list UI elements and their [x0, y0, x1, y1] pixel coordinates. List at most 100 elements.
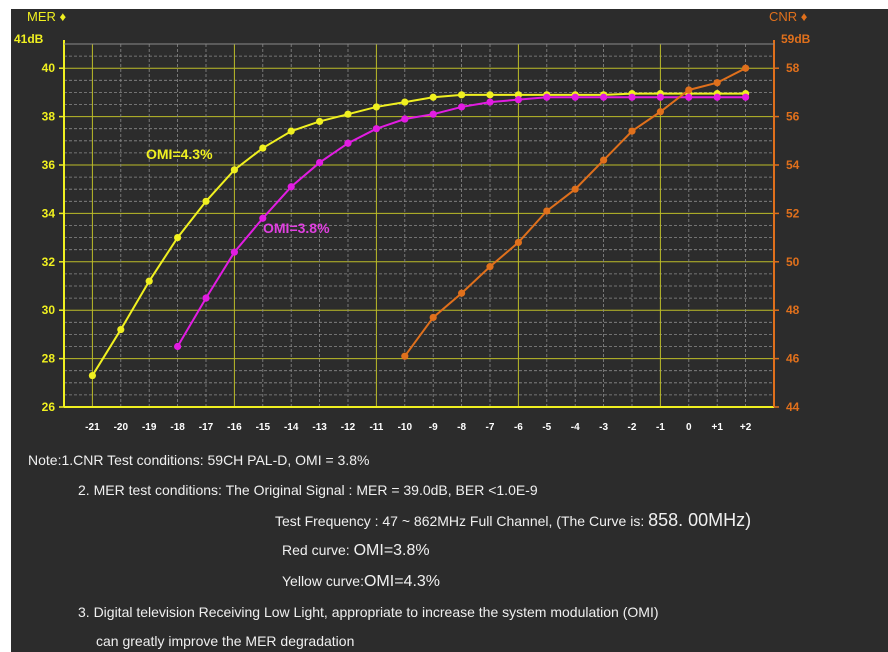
x-tick-label: +2	[740, 422, 752, 433]
series-point-1	[202, 294, 210, 302]
x-tick-label: -7	[486, 422, 495, 433]
series-point-1	[316, 158, 324, 167]
series-point-1	[742, 93, 750, 101]
right-tick-label: 52	[786, 206, 800, 220]
left-tick-label: 32	[42, 255, 56, 269]
x-tick-label: -21	[85, 422, 100, 433]
grid	[64, 44, 774, 407]
x-tick-label: -9	[429, 422, 438, 433]
series-point-0	[287, 127, 295, 135]
x-tick-label: -1	[656, 422, 665, 433]
note-line-5-value: OMI=4.3%	[363, 573, 441, 590]
series-point-2	[600, 156, 608, 164]
series-point-2	[685, 86, 693, 94]
series-point-1	[486, 98, 494, 106]
left-tick-label: 30	[42, 303, 56, 317]
note-line-1: Note:1.CNR Test conditions: 59CH PAL-D, …	[28, 452, 370, 468]
series-point-1	[230, 248, 238, 256]
cnr-axis-title: CNR ♦	[769, 9, 808, 24]
x-tick-label: -5	[542, 422, 551, 433]
left-tick-label: 28	[42, 352, 56, 366]
series-point-1	[429, 110, 437, 118]
series-point-1	[287, 183, 295, 191]
mer-axis-title: MER ♦	[27, 9, 67, 24]
note-line-4-label: Red curve:	[282, 542, 354, 558]
series-point-0	[372, 103, 380, 111]
x-tick-label: -2	[628, 422, 637, 433]
x-tick-label: +1	[711, 422, 723, 433]
label-omi-3-8: OMI=3.8%	[263, 220, 330, 236]
note-line-3-text: Test Frequency : 47 ~ 862MHz Full Channe…	[275, 513, 649, 529]
series-point-2	[656, 108, 665, 116]
x-tick-label: -10	[398, 422, 413, 433]
x-tick-label: -3	[599, 422, 608, 433]
series-point-2	[486, 263, 494, 271]
note-line-4-value: OMI=3.8%	[353, 542, 430, 559]
x-tick-label: -4	[571, 422, 580, 433]
chart-panel: 26 28 30 32 34 36 38 40 44 46 48 50 52 54 56 58 -21 -20 -1…	[11, 9, 888, 652]
series-point-1	[344, 139, 352, 147]
axes	[59, 40, 779, 408]
left-tick-label: 26	[42, 400, 56, 414]
x-tick-label: -13	[312, 422, 327, 433]
series-point-2	[742, 64, 750, 72]
note-line-3: Test Frequency : 47 ~ 862MHz Full Channe…	[275, 510, 751, 531]
x-tick-label: -20	[114, 422, 129, 433]
series-point-1	[514, 96, 522, 104]
series-point-2	[514, 238, 522, 247]
series-point-0	[486, 91, 494, 99]
note-line-3-frequency: 858. 00MHz)	[648, 510, 752, 530]
x-tick-label: -6	[514, 422, 523, 433]
series-point-1	[656, 93, 665, 101]
series-point-2	[713, 79, 721, 87]
series-point-1	[543, 93, 551, 101]
right-tick-label: 44	[786, 400, 800, 414]
series-point-1	[713, 93, 721, 101]
series-point-0	[88, 371, 96, 380]
series-point-1	[372, 125, 380, 133]
x-tick-label: -14	[284, 422, 299, 433]
right-tick-label: 46	[786, 352, 800, 366]
series-point-0	[316, 117, 324, 126]
x-tick-label: -19	[142, 422, 157, 433]
series-point-0	[230, 166, 238, 174]
left-axis-top-label: 41dB	[14, 32, 44, 46]
left-tick-label: 34	[42, 206, 56, 220]
right-tick-label: 58	[786, 61, 800, 75]
series-point-2	[628, 127, 636, 135]
right-tick-label: 54	[786, 158, 800, 172]
x-tick-label: 0	[686, 422, 692, 433]
note-line-2: 2. MER test conditions: The Original Sig…	[78, 482, 538, 498]
series-line-0	[91, 92, 746, 377]
left-tick-label: 36	[42, 158, 56, 172]
x-tick-label: -12	[341, 422, 356, 433]
label-omi-4-3: OMI=4.3%	[146, 146, 213, 162]
series-point-2	[458, 289, 466, 297]
x-tick-label: -16	[227, 422, 242, 433]
series-point-1	[259, 214, 267, 222]
series-point-0	[429, 93, 437, 101]
series-point-0	[458, 91, 466, 99]
series-point-2	[429, 313, 437, 322]
note-line-5: Yellow curve:OMI=4.3%	[282, 573, 440, 591]
series-point-0	[259, 144, 267, 152]
series-point-2	[543, 207, 551, 215]
note-line-7: can greatly improve the MER degradation	[96, 633, 355, 649]
x-tick-label: -17	[199, 422, 214, 433]
series-point-1	[401, 115, 409, 123]
series-point-1	[174, 342, 182, 351]
series-lines	[88, 64, 750, 380]
series-point-2	[401, 352, 409, 360]
series-point-1	[571, 93, 579, 101]
note-line-4: Red curve: OMI=3.8%	[282, 542, 430, 560]
series-point-1	[458, 103, 466, 111]
right-tick-label: 50	[786, 255, 800, 269]
x-tick-label: -11	[369, 422, 383, 433]
note-line-6: 3. Digital television Receiving Low Ligh…	[78, 604, 659, 620]
series-point-0	[401, 98, 409, 106]
x-tick-label: -15	[256, 422, 271, 433]
series-point-1	[628, 93, 636, 101]
right-tick-label: 48	[786, 303, 800, 317]
